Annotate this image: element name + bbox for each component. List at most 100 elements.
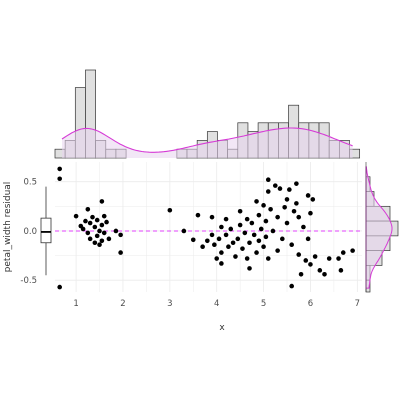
data-point bbox=[275, 214, 280, 220]
data-point bbox=[247, 240, 252, 246]
data-point bbox=[57, 176, 62, 182]
data-point bbox=[216, 236, 222, 242]
data-point bbox=[233, 254, 238, 259]
data-point bbox=[94, 217, 100, 223]
x-tick-label: 5 bbox=[261, 299, 266, 309]
data-point bbox=[275, 248, 280, 253]
data-point bbox=[219, 224, 224, 230]
y-tick-label: 0.5 bbox=[23, 178, 37, 188]
data-point bbox=[99, 199, 105, 204]
data-point bbox=[284, 220, 290, 226]
data-point bbox=[254, 199, 259, 204]
data-point bbox=[223, 232, 229, 238]
top-marginal-histogram bbox=[54, 69, 361, 159]
y-axis-label: petal_width residual bbox=[3, 182, 13, 273]
data-point bbox=[270, 228, 276, 234]
data-point bbox=[99, 222, 105, 228]
data-point bbox=[244, 256, 250, 261]
data-point bbox=[305, 236, 311, 242]
data-point bbox=[97, 242, 102, 248]
data-point bbox=[282, 205, 287, 210]
data-point bbox=[336, 256, 341, 261]
x-tick-label: 7 bbox=[355, 299, 360, 309]
data-point bbox=[205, 238, 210, 244]
data-point bbox=[289, 242, 294, 248]
data-point bbox=[118, 232, 123, 238]
data-point bbox=[99, 238, 105, 244]
data-point bbox=[235, 236, 241, 242]
data-point bbox=[228, 226, 234, 232]
data-point bbox=[113, 228, 119, 234]
data-point bbox=[301, 224, 306, 230]
data-point bbox=[118, 250, 123, 255]
data-point bbox=[200, 244, 205, 249]
data-point bbox=[237, 208, 243, 214]
data-point bbox=[209, 214, 215, 220]
data-point bbox=[256, 238, 262, 244]
data-point bbox=[104, 219, 109, 225]
data-point bbox=[92, 240, 98, 246]
data-point bbox=[190, 237, 196, 243]
data-point bbox=[92, 224, 98, 230]
data-point bbox=[322, 271, 327, 277]
data-point bbox=[258, 226, 264, 232]
plot-panel bbox=[55, 162, 362, 292]
data-point bbox=[254, 250, 259, 255]
data-point bbox=[209, 232, 215, 238]
data-point bbox=[73, 213, 79, 219]
data-point bbox=[310, 197, 316, 202]
data-point bbox=[212, 242, 217, 248]
data-point bbox=[305, 193, 311, 198]
data-point bbox=[90, 214, 95, 220]
data-point bbox=[296, 214, 302, 220]
data-point bbox=[291, 208, 297, 214]
data-point bbox=[57, 284, 62, 290]
x-tick-label: 6 bbox=[308, 299, 313, 309]
data-point bbox=[277, 186, 283, 191]
data-point bbox=[223, 216, 229, 222]
data-point bbox=[237, 222, 243, 228]
data-point bbox=[94, 233, 100, 239]
data-point bbox=[265, 189, 271, 194]
data-point bbox=[265, 256, 271, 261]
data-point bbox=[287, 187, 292, 192]
data-point bbox=[167, 207, 173, 213]
data-point bbox=[83, 218, 88, 224]
data-point bbox=[265, 177, 271, 183]
data-point bbox=[214, 256, 220, 261]
data-point bbox=[326, 256, 332, 261]
data-point bbox=[247, 266, 252, 271]
data-point bbox=[296, 252, 302, 257]
data-point bbox=[261, 244, 266, 249]
data-point bbox=[263, 234, 269, 240]
data-point bbox=[181, 228, 187, 234]
data-point bbox=[244, 216, 250, 222]
data-point bbox=[308, 262, 313, 267]
data-point bbox=[240, 246, 245, 251]
data-point bbox=[289, 283, 294, 289]
y-tick-label: 0.0 bbox=[23, 227, 37, 237]
data-point bbox=[280, 236, 285, 242]
top-density-curve bbox=[61, 127, 353, 153]
x-tick-label: 4 bbox=[214, 299, 219, 309]
x-axis-label: x bbox=[219, 323, 225, 333]
axes: 1 2 3 4 5 6 7 -0.5 0.0 0.5 bbox=[20, 178, 360, 309]
data-point bbox=[80, 226, 86, 232]
data-point bbox=[294, 201, 299, 206]
data-point bbox=[268, 206, 273, 212]
data-point bbox=[226, 244, 231, 249]
data-point bbox=[251, 232, 257, 238]
box-iqr bbox=[40, 217, 52, 244]
data-point bbox=[97, 228, 102, 234]
data-point bbox=[284, 197, 290, 202]
data-point bbox=[219, 250, 224, 255]
data-point bbox=[85, 230, 91, 236]
data-point bbox=[87, 236, 93, 242]
data-point bbox=[298, 271, 304, 277]
x-tick-label: 3 bbox=[167, 299, 172, 309]
data-point bbox=[294, 181, 299, 186]
y-tick-label: -0.5 bbox=[20, 276, 37, 286]
data-point bbox=[303, 258, 309, 263]
data-point bbox=[101, 230, 107, 236]
